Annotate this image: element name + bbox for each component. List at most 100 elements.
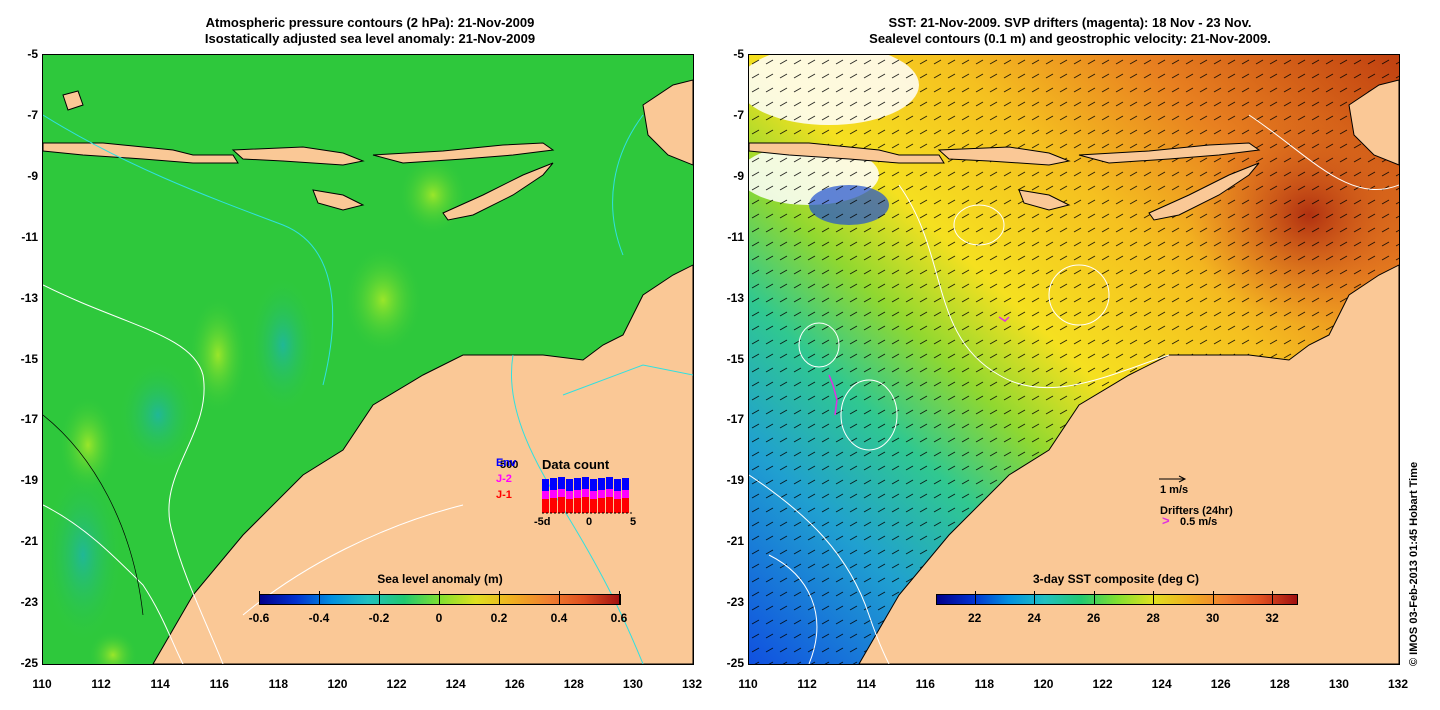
latitude-tick: -23 <box>726 595 744 610</box>
data-count-bar <box>558 489 565 497</box>
latitude-tick: -19 <box>20 473 38 488</box>
flores-islands <box>372 142 555 164</box>
data-count-bar <box>598 478 605 490</box>
latitude-tick: -17 <box>20 412 38 427</box>
sla-colorbar <box>259 594 621 605</box>
sla-colorbar-tick-mark <box>619 591 620 605</box>
lesser-sunda-islands <box>937 146 1071 166</box>
longitude-tick: 120 <box>1033 677 1054 691</box>
sst-map-canvas <box>749 55 1399 664</box>
sla-map-canvas <box>43 55 693 664</box>
sst-colorbar-tick-mark <box>1153 591 1155 605</box>
sst-colorbar-tick-mark <box>1212 591 1214 605</box>
data-count-tick-mid: 0 <box>586 516 593 528</box>
data-count-title: Data count <box>542 457 610 472</box>
data-count-bar <box>590 499 597 513</box>
data-count-bar <box>590 491 597 499</box>
sst-colorbar-tick-mark <box>1034 591 1036 605</box>
sealevel-contour <box>1248 114 1399 191</box>
data-count-top-value: 500 <box>500 459 519 471</box>
data-count-bar <box>558 477 565 489</box>
longitude-tick: 126 <box>1210 677 1231 691</box>
sst-map <box>748 54 1400 665</box>
data-count-bar <box>566 491 573 499</box>
data-count-bars <box>542 477 632 514</box>
sla-high-blob <box>88 630 138 664</box>
longitude-tick: 128 <box>1269 677 1290 691</box>
longitude-tick: 126 <box>504 677 525 691</box>
sla-colorbar-tick: -0.2 <box>368 611 390 625</box>
data-count-bar <box>606 489 613 497</box>
left-title-line1: Atmospheric pressure contours (2 hPa): 2… <box>205 15 535 30</box>
sla-colorbar-tick-mark <box>439 591 440 605</box>
contour-cyan <box>43 114 334 386</box>
longitude-tick: 122 <box>386 677 407 691</box>
drifters-label: Drifters (24hr) <box>1160 505 1233 517</box>
sealevel-contour <box>798 322 840 368</box>
longitude-tick: 132 <box>1387 677 1409 691</box>
data-count-tick-left: -5d <box>534 516 551 528</box>
latitude-tick: -19 <box>726 473 744 488</box>
data-count-bar <box>606 477 613 489</box>
data-count-bar <box>598 490 605 498</box>
data-count-bar <box>574 490 581 498</box>
longitude-tick: 118 <box>974 677 995 691</box>
new-guinea-islands <box>642 79 693 166</box>
latitude-tick: -9 <box>733 168 744 183</box>
sst-colorbar-tick-mark <box>1272 591 1274 605</box>
contour-cyan <box>562 364 693 396</box>
latitude-tick: -11 <box>727 229 744 244</box>
data-count-bar <box>582 477 589 489</box>
data-count-tick-right: 5 <box>630 516 637 528</box>
australia-landmass <box>858 264 1399 664</box>
sla-colorbar-tick: 0 <box>435 611 443 625</box>
sla-high-blob <box>343 245 423 355</box>
latitude-tick: -11 <box>21 229 38 244</box>
pressure-contour <box>43 284 224 664</box>
data-count-bar <box>558 497 565 513</box>
sumba-island <box>312 189 365 211</box>
flores-islands <box>1078 142 1261 164</box>
timor-island <box>1148 162 1260 221</box>
data-count-bar <box>622 498 629 513</box>
data-count-bar <box>622 478 629 490</box>
sla-colorbar-tick: 0.6 <box>610 611 628 625</box>
latitude-tick: -21 <box>20 534 38 549</box>
latitude-tick: -13 <box>726 290 744 305</box>
longitude-tick: 110 <box>738 677 758 691</box>
contour-cyan <box>612 114 644 256</box>
latitude-tick: -5 <box>27 47 38 61</box>
sst-colorbar-tick: 26 <box>1086 611 1101 625</box>
data-count-bar <box>542 491 549 499</box>
sealevel-contour <box>953 204 1005 246</box>
drifter-track <box>828 374 838 416</box>
sla-low-blob <box>118 360 198 470</box>
latitude-tick: -13 <box>20 290 38 305</box>
data-count-bar <box>606 497 613 513</box>
small-island <box>62 90 84 111</box>
latitude-tick: -25 <box>726 656 744 670</box>
sla-colorbar-tick-mark <box>499 591 500 605</box>
right-title-line1: SST: 21-Nov-2009. SVP drifters (magenta)… <box>888 15 1252 30</box>
pressure-contour <box>43 504 184 664</box>
latitude-tick: -17 <box>726 412 744 427</box>
legend-j1: J-1 <box>496 489 512 501</box>
data-count-bar <box>550 490 557 498</box>
sst-colorbar-tick: 32 <box>1265 611 1279 625</box>
lesser-sunda-islands <box>231 146 365 166</box>
longitude-tick: 130 <box>1328 677 1349 691</box>
drifters-scale-label: 0.5 m/s <box>1180 516 1218 528</box>
java-bali-islands <box>749 142 945 164</box>
longitude-tick: 120 <box>327 677 348 691</box>
sla-colorbar-tick-mark <box>319 591 320 605</box>
latitude-tick: -9 <box>27 168 38 183</box>
data-count-bar <box>622 490 629 498</box>
sla-colorbar-tick-mark <box>559 591 560 605</box>
sla-colorbar-tick: -0.6 <box>248 611 270 625</box>
latitude-tick: -25 <box>20 656 38 670</box>
latitude-tick: -15 <box>726 351 744 366</box>
velocity-scale-label: 1 m/s <box>1160 484 1189 496</box>
right-title-line2: Sealevel contours (0.1 m) and geostrophi… <box>869 31 1271 46</box>
sealevel-contour <box>1048 264 1110 326</box>
legend-j2: J-2 <box>496 473 512 485</box>
